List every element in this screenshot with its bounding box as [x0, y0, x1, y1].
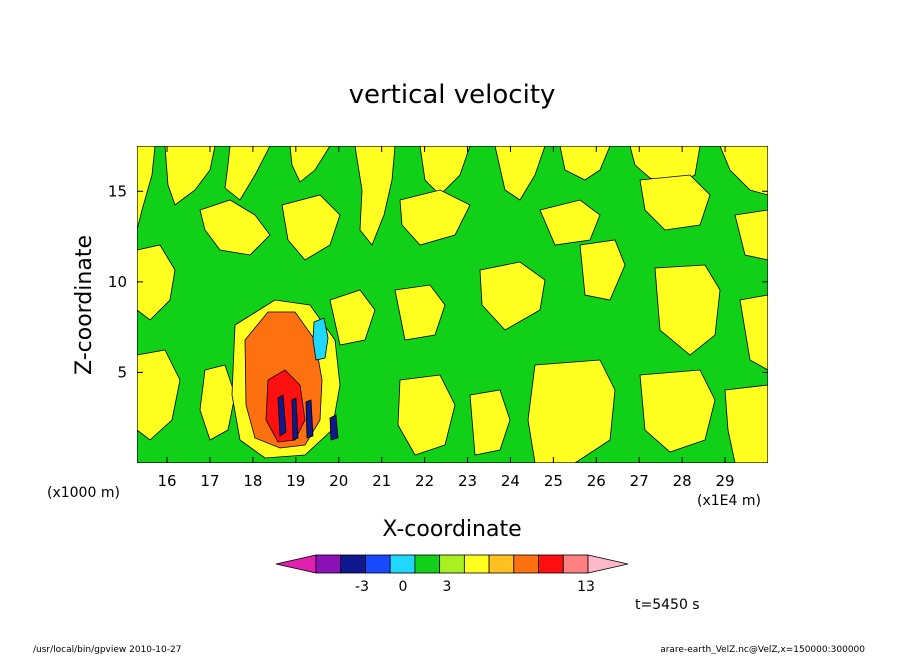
y-axis-label: Z-coordinate [72, 235, 97, 375]
chart-title: vertical velocity [349, 80, 556, 110]
colorbar-cell [365, 554, 391, 574]
x-unit-right: (x1E4 m) [697, 493, 761, 509]
x-tick-label: 17 [200, 472, 219, 490]
colorbar-label: 13 [577, 579, 595, 595]
x-tick-label: 25 [544, 472, 563, 490]
colorbar-cell [538, 554, 564, 574]
x-tick-label: 26 [587, 472, 606, 490]
colorbar: -3 0 3 13 [275, 554, 629, 595]
x-tick-label: 29 [716, 472, 735, 490]
yellow-regions [137, 146, 768, 463]
colorbar-cell [414, 554, 441, 574]
footer-right: arare-earth_VelZ.nc@VelZ,x=150000:300000 [660, 645, 865, 654]
footer-left: /usr/local/bin/gpview 2010-10-27 [33, 645, 181, 654]
x-tick-label: 20 [329, 472, 348, 490]
time-label: t=5450 s [635, 597, 700, 613]
colorbar-high-arrow [587, 554, 629, 574]
x-tick-label: 23 [458, 472, 477, 490]
colorbar-cell [513, 554, 539, 574]
colorbar-cell [315, 554, 342, 574]
x-axis-label: X-coordinate [382, 517, 521, 542]
colorbar-cell [439, 554, 465, 574]
plot-area [137, 146, 768, 463]
colorbar-cell [488, 554, 515, 574]
colorbar-cell [389, 554, 416, 574]
colorbar-cell [340, 554, 366, 574]
colorbar-cell [562, 554, 589, 574]
x-tick-label: 19 [286, 472, 305, 490]
updraft-core [244, 311, 339, 449]
colorbar-cell [463, 554, 490, 574]
colorbar-label: 3 [443, 579, 452, 595]
colorbar-label: 0 [399, 579, 408, 595]
y-tick-label: 15 [108, 182, 127, 200]
x-tick-label: 28 [673, 472, 692, 490]
x-tick-label: 27 [630, 472, 649, 490]
y-tick-label: 5 [117, 363, 127, 381]
y-axis: 5 10 15 [108, 182, 768, 381]
x-tick-label: 18 [243, 472, 262, 490]
x-tick-label: 21 [372, 472, 391, 490]
x-tick-label: 24 [501, 472, 520, 490]
x-tick-label: 16 [158, 472, 177, 490]
x-axis: 16 17 18 19 20 21 22 23 24 25 26 27 28 29 [158, 146, 735, 490]
colorbar-low-arrow [275, 554, 317, 574]
y-tick-label: 10 [108, 273, 127, 291]
x-tick-label: 22 [415, 472, 434, 490]
colorbar-label: -3 [355, 579, 369, 595]
x-unit-left: (x1000 m) [47, 485, 120, 501]
